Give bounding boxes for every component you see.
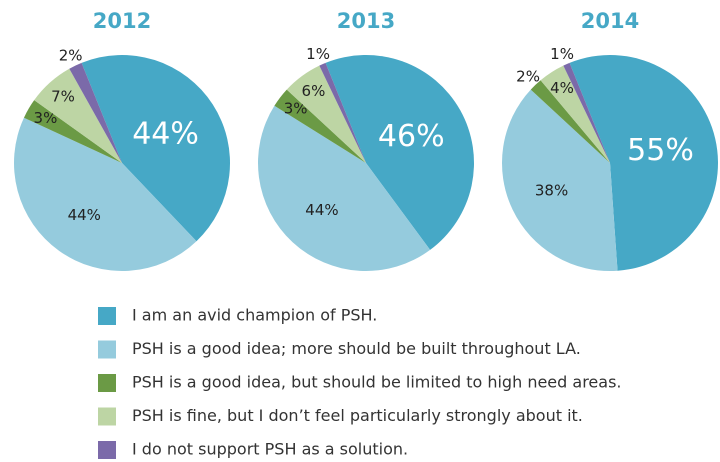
slice-label: 55% — [627, 133, 694, 168]
slice-label: 1% — [306, 45, 330, 63]
pie-slice — [274, 89, 366, 163]
pie-slice — [325, 55, 474, 250]
pie-slice — [286, 65, 366, 163]
pie-slice — [81, 54, 231, 242]
slice-label: 7% — [51, 87, 75, 105]
slice-label: 3% — [284, 100, 308, 118]
slice-label: 2% — [59, 46, 83, 64]
slice-label: 2% — [516, 67, 540, 85]
slice-label: 6% — [302, 82, 326, 100]
pie-slice — [563, 62, 610, 163]
legend-swatch — [98, 407, 116, 426]
slice-label: 46% — [378, 119, 445, 154]
legend-label: I do not support PSH as a solution. — [132, 440, 408, 459]
legend-swatch — [98, 307, 116, 325]
legend-swatch — [98, 441, 116, 459]
slice-label: 44% — [132, 116, 199, 151]
slice-label: 3% — [34, 109, 58, 127]
legend-swatch — [98, 374, 116, 392]
pie-slice — [502, 89, 618, 272]
slice-label: 1% — [550, 45, 574, 63]
legend-label: PSH is a good idea; more should be built… — [132, 339, 581, 358]
pie-slice — [23, 100, 123, 163]
pie-title: 2013 — [337, 9, 395, 33]
pie-title: 2012 — [93, 9, 151, 33]
legend-label: PSH is fine, but I don’t feel particular… — [132, 406, 583, 425]
slice-label: 44% — [305, 201, 338, 219]
slice-label: 38% — [535, 181, 568, 199]
pie-slice — [540, 65, 610, 163]
legend-label: PSH is a good idea, but should be limite… — [132, 373, 621, 392]
legend-swatch — [98, 340, 116, 359]
slice-label: 44% — [68, 206, 101, 224]
pie-slice — [34, 68, 122, 163]
legend-label: I am an avid champion of PSH. — [132, 306, 377, 325]
pie-slice — [258, 105, 431, 271]
pie-slice — [569, 55, 718, 271]
pie-slice — [530, 80, 610, 163]
pie-slice — [13, 117, 197, 271]
slice-label: 4% — [550, 79, 574, 97]
pie-title: 2014 — [581, 9, 639, 33]
pie-slice — [319, 62, 366, 163]
pie-slice — [69, 62, 122, 163]
